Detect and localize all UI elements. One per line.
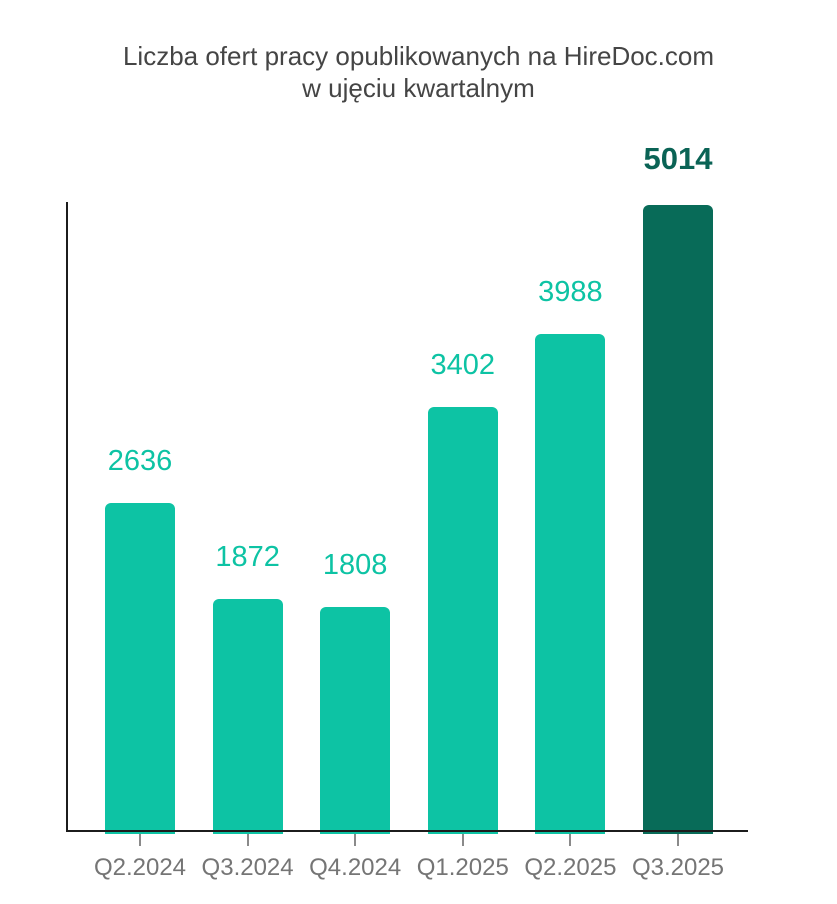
bar-value-label: 5014 — [643, 141, 713, 176]
bar-value-label: 3402 — [430, 349, 496, 382]
bar-Q3.2024 — [212, 599, 283, 834]
x-axis-tick — [677, 831, 679, 846]
bar-value-label: 1872 — [215, 541, 280, 574]
x-axis-tick — [569, 831, 572, 846]
bar-Q2.2024 — [105, 503, 175, 834]
x-axis-label: Q3.2024 — [201, 854, 294, 881]
bar-Q3.2025 — [643, 205, 713, 834]
bar-value-label: 2636 — [107, 445, 173, 478]
bar-Q2.2025 — [535, 333, 606, 834]
x-axis-label: Q2.2024 — [93, 854, 187, 881]
x-axis-tick — [139, 831, 141, 846]
y-axis-line — [66, 202, 68, 832]
x-axis-label: Q3.2025 — [631, 854, 725, 881]
bar-value-label: 1808 — [322, 549, 388, 582]
bar-value-label: 3988 — [538, 275, 603, 308]
bar-Q1.2025 — [427, 407, 498, 834]
chart-title-line2: w ujęciu kwartalnym — [302, 73, 535, 103]
bar-Q4.2024 — [320, 607, 391, 834]
chart-title-line1: Liczba ofert pracy opublikowanych na Hir… — [122, 41, 715, 71]
x-axis-label: Q2.2025 — [524, 854, 617, 881]
x-axis-line — [66, 830, 748, 832]
x-axis-tick — [354, 831, 357, 846]
x-axis-label: Q1.2025 — [416, 854, 509, 881]
chart-title: Liczba ofert pracy opublikowanych na Hir… — [0, 40, 837, 104]
x-axis-tick — [246, 831, 249, 846]
x-axis-tick — [461, 831, 464, 846]
x-axis-label: Q4.2024 — [309, 854, 402, 881]
